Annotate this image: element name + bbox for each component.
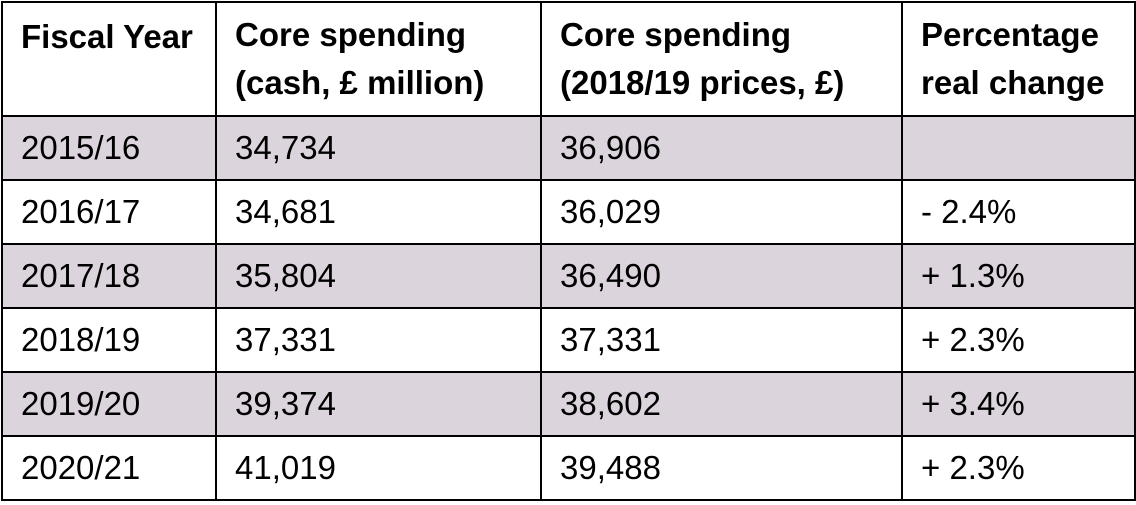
- header-row: Fiscal Year Core spending (cash, £ million…: [1, 1, 1136, 117]
- table-body: 2015/16 34,734 36,906 2016/17 34,681 36,029- …: [1, 115, 1136, 501]
- cell-real-change: + 2.3%: [901, 307, 1136, 373]
- table-row: 2016/17 34,681 36,029- 2.4%: [1, 179, 1136, 245]
- cell-fiscal-year: 2019/20: [1, 371, 217, 437]
- cell-fiscal-year: 2016/17: [1, 179, 217, 245]
- header-line: (cash, £ million): [235, 64, 485, 101]
- cell-real-prices: 36,490: [540, 243, 903, 309]
- cell-fiscal-year: 2017/18: [1, 243, 217, 309]
- cell-real-prices: 36,029: [540, 179, 903, 245]
- header-line: Core spending: [235, 16, 467, 53]
- cell-cash: 41,019: [215, 435, 542, 501]
- cell-cash: 39,374: [215, 371, 542, 437]
- header-line: Core spending: [560, 16, 792, 53]
- cell-real-change: [901, 115, 1136, 181]
- table-row: 2017/18 35,804 36,490 + 1.3%: [1, 243, 1136, 309]
- cell-fiscal-year: 2015/16: [1, 115, 217, 181]
- header-line: (2018/19 prices, £): [560, 64, 845, 101]
- cell-fiscal-year: 2020/21: [1, 435, 217, 501]
- cell-real-change: - 2.4%: [901, 179, 1136, 245]
- header-line: Fiscal Year: [21, 18, 193, 55]
- cell-cash: 34,734: [215, 115, 542, 181]
- table-row: 2019/20 39,374 38,602 + 3.4%: [1, 371, 1136, 437]
- cell-real-prices: 39,488: [540, 435, 903, 501]
- cell-fiscal-year: 2018/19: [1, 307, 217, 373]
- cell-real-prices: 38,602: [540, 371, 903, 437]
- cell-real-change: + 2.3%: [901, 435, 1136, 501]
- header-core-spending-cash: Core spending (cash, £ million): [215, 1, 542, 117]
- header-fiscal-year: Fiscal Year: [1, 1, 217, 117]
- table-row: 2020/21 41,019 39,488 + 2.3%: [1, 435, 1136, 501]
- table-row: 2015/16 34,734 36,906: [1, 115, 1136, 181]
- header-line: real change: [921, 64, 1105, 101]
- header-core-spending-real: Core spending (2018/19 prices, £): [540, 1, 903, 117]
- header-line: Percentage: [921, 16, 1099, 53]
- cell-real-prices: 36,906: [540, 115, 903, 181]
- cell-real-change: + 3.4%: [901, 371, 1136, 437]
- cell-cash: 34,681: [215, 179, 542, 245]
- cell-cash: 35,804: [215, 243, 542, 309]
- header-percentage-change: Percentage real change: [901, 1, 1136, 117]
- table-row: 2018/19 37,331 37,331 + 2.3%: [1, 307, 1136, 373]
- cell-real-prices: 37,331: [540, 307, 903, 373]
- cell-cash: 37,331: [215, 307, 542, 373]
- cell-real-change: + 1.3%: [901, 243, 1136, 309]
